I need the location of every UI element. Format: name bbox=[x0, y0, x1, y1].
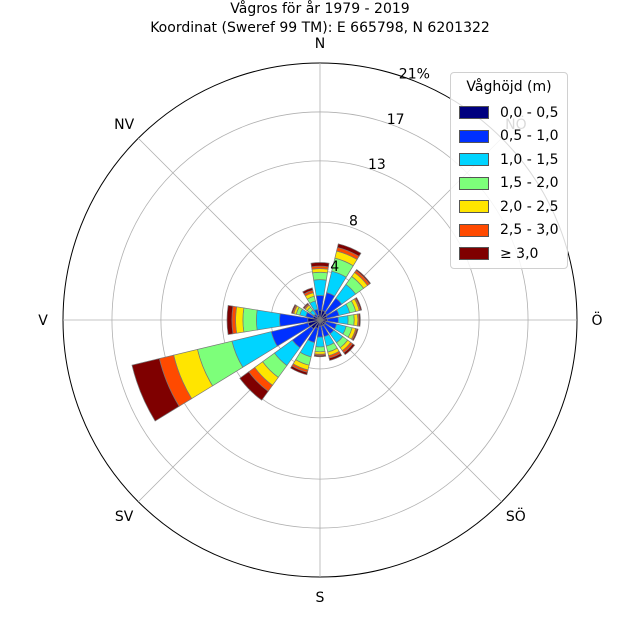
bar-S-bin-3 bbox=[315, 336, 325, 348]
bar-V-bin-4 bbox=[242, 307, 258, 333]
wave-bars bbox=[131, 243, 371, 422]
direction-label: N bbox=[315, 36, 325, 52]
grid-spoke bbox=[137, 137, 321, 321]
legend-swatch bbox=[459, 200, 489, 214]
legend-label: 2,0 - 2,5 bbox=[500, 198, 559, 215]
direction-label: S bbox=[316, 590, 325, 606]
legend-label: 0,0 - 0,5 bbox=[500, 104, 559, 121]
legend-item: 0,5 - 1,0 bbox=[459, 125, 559, 149]
bar-ÖNÖ-bin-7 bbox=[354, 297, 363, 311]
bar-Ö-bin-5 bbox=[353, 313, 359, 327]
legend-item: 0,0 - 0,5 bbox=[459, 101, 559, 125]
bar-S-bin-4 bbox=[314, 346, 326, 353]
legend-items: 0,0 - 0,5 0,5 - 1,0 1,0 - 1,5 1,5 - 2,0 2,0 … bbox=[459, 101, 559, 266]
bar-V-bin-7 bbox=[226, 305, 234, 335]
radial-tick-label: 4 bbox=[330, 259, 339, 275]
bar-ÖSÖ-bin-7 bbox=[351, 328, 359, 341]
legend-swatch bbox=[459, 247, 489, 261]
bar-NNV-bin-7 bbox=[302, 287, 314, 295]
bar-N-bin-7 bbox=[310, 262, 330, 268]
legend-swatch bbox=[459, 176, 489, 190]
legend-item: 2,0 - 2,5 bbox=[459, 195, 559, 219]
bar-Ö-bin-3 bbox=[337, 315, 349, 325]
bar-Ö-bin-4 bbox=[347, 314, 355, 326]
legend-item: 2,5 - 3,0 bbox=[459, 219, 559, 243]
bar-SSÖ-bin-7 bbox=[328, 352, 343, 361]
radial-tick-label: 17 bbox=[387, 112, 405, 128]
direction-label: SÖ bbox=[506, 507, 526, 525]
bar-S-bin-7 bbox=[313, 354, 327, 358]
legend-item: 1,5 - 2,0 bbox=[459, 172, 559, 196]
legend-label: 0,5 - 1,0 bbox=[500, 128, 559, 145]
radial-tick-label: 13 bbox=[368, 157, 386, 173]
bar-N-bin-4 bbox=[312, 271, 328, 281]
radial-tick-label: 21% bbox=[399, 67, 430, 83]
bar-SSV-bin-7 bbox=[290, 365, 308, 376]
legend-title: Våghöjd (m) bbox=[466, 79, 552, 95]
legend-label: ≥ 3,0 bbox=[500, 245, 539, 262]
bar-NÖ-bin-7 bbox=[355, 269, 371, 285]
legend-swatch bbox=[459, 223, 489, 237]
legend-item: 1,0 - 1,5 bbox=[459, 148, 559, 172]
legend-swatch bbox=[459, 129, 489, 143]
legend-label: 2,5 - 3,0 bbox=[500, 222, 559, 239]
bar-VNV-bin-7 bbox=[291, 304, 297, 314]
direction-label: NV bbox=[114, 117, 134, 133]
chart-title: Vågros för år 1979 - 2019 bbox=[230, 1, 410, 17]
legend-label: 1,5 - 2,0 bbox=[500, 175, 559, 192]
legend-label: 1,0 - 1,5 bbox=[500, 151, 559, 168]
bar-NNÖ-bin-7 bbox=[337, 243, 362, 257]
bar-Ö-bin-7 bbox=[358, 313, 361, 327]
chart-subtitle: Koordinat (Sweref 99 TM): E 665798, N 62… bbox=[150, 20, 490, 36]
bar-NV-bin-7 bbox=[302, 302, 309, 309]
legend: Våghöjd (m) 0,0 - 0,5 0,5 - 1,0 1,0 - 1,5 1… bbox=[450, 72, 568, 269]
radial-tick-label: 8 bbox=[349, 214, 358, 230]
bar-SV-bin-7 bbox=[239, 371, 269, 401]
bar-SÖ-bin-7 bbox=[343, 343, 356, 356]
legend-item: ≥ 3,0 bbox=[459, 242, 559, 266]
direction-label: SV bbox=[115, 509, 134, 525]
bar-V-bin-5 bbox=[235, 306, 245, 334]
bar-V-bin-3 bbox=[256, 309, 281, 331]
bar-N-bin-3 bbox=[313, 279, 327, 297]
bar-VSV-bin-7 bbox=[131, 358, 180, 422]
direction-label: Ö bbox=[591, 311, 602, 329]
legend-swatch bbox=[459, 106, 489, 120]
direction-label: V bbox=[38, 313, 48, 329]
legend-swatch bbox=[459, 153, 489, 167]
